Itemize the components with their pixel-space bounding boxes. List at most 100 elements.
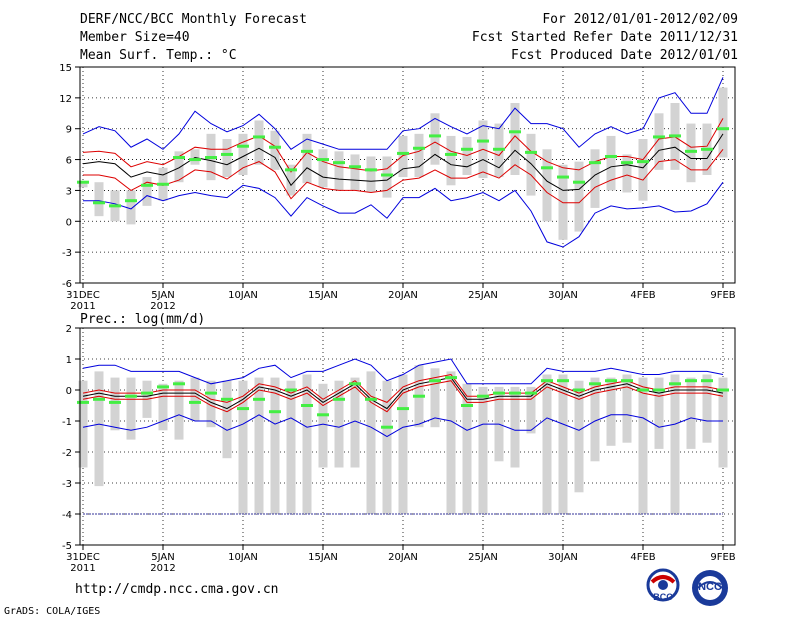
median-marker — [301, 149, 313, 153]
plot-frame — [79, 66, 736, 284]
median-marker — [493, 147, 505, 151]
y-tick-label: -3 — [62, 248, 72, 259]
box-range — [510, 386, 520, 468]
y-tick-label: 15 — [59, 63, 72, 74]
x-tick-label: 5JAN — [151, 290, 174, 301]
x-tick-label: 25JAN — [468, 552, 498, 563]
median-marker — [557, 379, 569, 383]
median-marker — [717, 388, 729, 392]
median-marker — [205, 391, 217, 395]
median-marker — [285, 388, 297, 392]
box-range — [318, 149, 328, 188]
box-range — [270, 377, 280, 514]
box-range — [670, 374, 680, 514]
median-marker — [573, 388, 585, 392]
box-range — [286, 380, 296, 514]
x-tick-label: 31DEC — [66, 552, 100, 563]
median-marker — [365, 397, 377, 401]
prec-label: Prec.: log(mm/d) — [80, 312, 210, 327]
median-marker — [429, 379, 441, 383]
panel-temperature: -6 -3 0 3 6 9 12 15 31DEC 5JAN 10JAN 15JAN 20JAN 25JA… — [59, 63, 736, 312]
box-range — [526, 386, 536, 434]
y-tick-label: -4 — [62, 510, 72, 521]
median-marker — [685, 379, 697, 383]
box-range — [718, 377, 728, 468]
box-range — [94, 182, 104, 217]
median-marker — [381, 173, 393, 177]
x-year-label: 2011 — [70, 563, 95, 574]
y-tick-label: 0 — [66, 386, 72, 397]
box-range — [174, 151, 184, 183]
median-marker — [717, 127, 729, 131]
median-marker — [541, 166, 553, 170]
median-marker — [701, 147, 713, 151]
median-marker — [413, 394, 425, 398]
box-range — [302, 133, 312, 184]
median-marker — [301, 404, 313, 407]
median-marker — [493, 391, 505, 395]
box-range — [430, 368, 440, 428]
median-marker — [77, 180, 89, 184]
box-range — [558, 374, 568, 514]
variable-label: Mean Surf. Temp.: °C — [80, 48, 237, 63]
median-marker — [253, 135, 265, 139]
box-range — [350, 377, 360, 468]
median-marker — [317, 413, 329, 417]
x-tick-label: 20JAN — [388, 552, 418, 563]
plot-frame — [79, 327, 736, 546]
box-range — [590, 377, 600, 462]
box-range — [574, 380, 584, 493]
x-tick-label: 15JAN — [308, 552, 338, 563]
box-range — [270, 130, 280, 170]
y-tick-label: -6 — [62, 279, 72, 290]
box-range — [686, 123, 696, 183]
median-marker — [621, 161, 633, 165]
box-range — [606, 135, 616, 191]
refer-date: Fcst Started Refer Date 2011/12/31 — [471, 30, 738, 45]
median-marker — [157, 385, 169, 389]
x-tick-label: 5JAN — [151, 552, 174, 563]
y-tick-label: 3 — [66, 186, 72, 197]
box-range — [654, 377, 664, 449]
grads-credit: GrADS: COLA/IGES — [4, 606, 101, 617]
box-range — [366, 371, 376, 514]
box-range — [254, 377, 264, 514]
y-tick-label: -5 — [62, 541, 72, 552]
ncc-logo: NCC — [688, 568, 732, 608]
median-marker — [589, 382, 601, 386]
median-marker — [429, 134, 441, 138]
median-marker — [317, 158, 329, 162]
median-marker — [461, 404, 473, 407]
median-marker — [269, 145, 281, 149]
footer-url[interactable]: http://cmdp.ncc.cma.gov.cn — [75, 582, 279, 597]
box-range — [446, 135, 456, 186]
box-range — [398, 135, 408, 178]
box-range — [110, 377, 120, 431]
box-range — [222, 380, 232, 459]
box-range — [478, 386, 488, 514]
median-marker — [509, 391, 521, 395]
box-range — [430, 113, 440, 165]
median-marker — [173, 156, 185, 160]
box-range — [126, 377, 136, 440]
box-range — [206, 380, 216, 428]
median-marker — [445, 152, 457, 156]
y-tick-label: -3 — [62, 479, 72, 490]
ncc-logo-text: NCC — [698, 581, 722, 593]
series-line-min — [82, 414, 723, 438]
median-marker — [237, 144, 249, 148]
median-marker — [349, 165, 361, 169]
median-marker — [461, 147, 473, 151]
median-marker — [589, 161, 601, 165]
x-year-label: 2012 — [150, 563, 175, 574]
box-range — [222, 139, 232, 178]
median-marker — [477, 139, 489, 143]
median-marker — [525, 391, 537, 395]
chart-title: DERF/NCC/BCC Monthly Forecast — [80, 12, 307, 27]
median-marker — [253, 397, 265, 401]
x-tick-label: 31DEC — [66, 290, 100, 301]
median-marker — [109, 204, 121, 208]
box-range — [702, 374, 712, 443]
x-tick-label: 4FEB — [630, 552, 655, 563]
